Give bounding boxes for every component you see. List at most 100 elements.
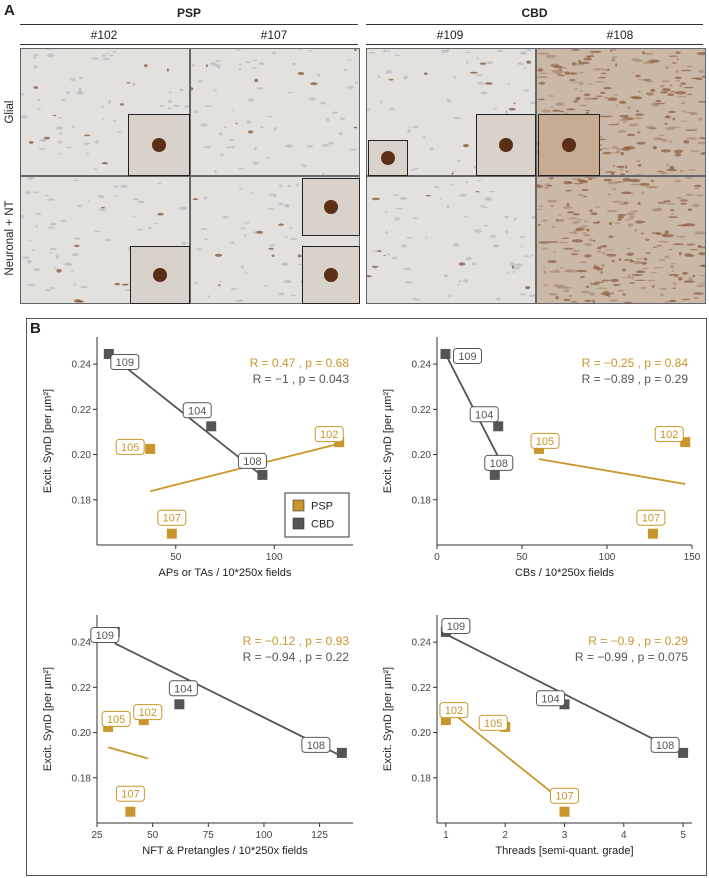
point-label-box — [441, 617, 471, 634]
point-label-psp-107: 107 — [157, 509, 187, 526]
point-label-psp-102: 102 — [439, 702, 469, 719]
point-label-psp-107: 107 — [115, 785, 145, 802]
x-tick-label: 4 — [621, 830, 627, 841]
fit-line-psp — [107, 746, 149, 760]
micrograph-inset — [538, 114, 600, 176]
group-underline-cbd — [366, 24, 703, 25]
x-tick-label: 100 — [266, 552, 283, 563]
point-label-text: 107 — [642, 513, 660, 525]
micrograph-inset — [302, 178, 360, 236]
y-tick-label: 0.20 — [72, 728, 92, 739]
point-label-cbd-109: 109 — [110, 353, 140, 370]
fit-line-psp — [538, 458, 686, 485]
point-label-box — [110, 353, 140, 370]
point-label-cbd-109: 109 — [453, 347, 482, 364]
micrograph-neuronal-108 — [536, 176, 706, 304]
y-tick-label: 0.18 — [72, 495, 92, 506]
point-psp-102 — [440, 715, 451, 726]
micrograph-inset — [128, 114, 190, 176]
y-tick-label: 0.22 — [412, 683, 432, 694]
point-label-text: 109 — [447, 621, 465, 633]
point-label-psp-105: 105 — [530, 432, 560, 449]
stats-psp: R = −0.9 , p = 0.29 — [588, 634, 688, 648]
point-label-text: 108 — [490, 458, 508, 470]
point-label-box — [90, 626, 120, 643]
x-tick-label: 150 — [684, 552, 701, 563]
point-label-psp-102: 102 — [654, 426, 684, 443]
point-label-box — [478, 714, 508, 731]
micrograph-glial-107 — [190, 48, 360, 176]
point-label-cbd-108: 108 — [237, 452, 267, 469]
point-cbd-108 — [257, 469, 268, 480]
point-label-box — [301, 736, 331, 753]
point-label-box — [314, 426, 344, 443]
case-label-109: #109 — [436, 28, 464, 42]
x-tick-label: 1 — [443, 830, 449, 841]
x-tick-label: 3 — [562, 830, 568, 841]
stained-cell-marker — [562, 138, 576, 152]
point-label-psp-107: 107 — [636, 509, 666, 526]
x-axis-label: Threads [semi-quant. grade] — [495, 845, 633, 857]
point-label-box — [469, 406, 499, 423]
point-label-text: 108 — [243, 456, 261, 468]
point-label-text: 102 — [445, 705, 463, 717]
y-tick-label: 0.22 — [412, 405, 432, 416]
x-axis-label: CBs / 10*250x fields — [515, 567, 615, 579]
point-psp-102 — [680, 437, 691, 448]
micrograph-glial-108 — [536, 48, 706, 176]
point-label-box — [439, 702, 469, 719]
point-label-text: 102 — [320, 429, 338, 441]
point-label-cbd-104: 104 — [536, 690, 565, 707]
x-tick-label: 50 — [516, 552, 528, 563]
fit-line-psp — [445, 706, 566, 804]
point-label-text: 108 — [656, 740, 674, 752]
point-label-text: 109 — [116, 357, 134, 369]
point-label-text: 109 — [96, 630, 114, 642]
point-cbd-108 — [336, 747, 347, 758]
point-label-text: 108 — [307, 740, 325, 752]
point-psp-107 — [559, 806, 570, 817]
legend-swatch-cbd — [292, 517, 305, 530]
stats-cbd: R = −0.89 , p = 0.29 — [582, 372, 689, 386]
x-tick-label: 25 — [91, 830, 103, 841]
point-label-cbd-104: 104 — [182, 402, 212, 419]
micrograph-inset — [302, 246, 360, 304]
point-label-box — [530, 432, 560, 449]
point-label-text: 104 — [174, 683, 192, 695]
point-label-box — [115, 785, 145, 802]
y-tick-label: 0.22 — [72, 683, 92, 694]
point-cbd-108 — [678, 747, 689, 758]
point-label-box — [237, 452, 267, 469]
x-tick-label: 50 — [170, 552, 182, 563]
stained-cell-marker — [152, 138, 166, 152]
point-label-box — [650, 736, 680, 753]
scatter-chart-cbs: 0.18 0.20 0.22 0.24 0 50 100 150 CBs / 10*250x f… — [382, 337, 701, 579]
point-label-psp-105: 105 — [115, 438, 145, 455]
panel-b-frame: 0.18 0.20 0.22 0.24 50 100 APs or TAs / 10*250… — [26, 318, 707, 876]
scatter-chart-aps: 0.18 0.20 0.22 0.24 50 100 APs or TAs / 10*250… — [42, 337, 353, 579]
stats-psp: R = −0.25 , p = 0.84 — [582, 356, 689, 370]
y-tick-label: 0.18 — [72, 773, 92, 784]
point-cbd-109 — [440, 348, 451, 359]
legend-label-cbd: CBD — [311, 519, 334, 531]
point-label-box — [484, 454, 514, 471]
point-label-box — [133, 704, 163, 721]
legend-label-psp: PSP — [311, 501, 333, 513]
point-cbd-109 — [103, 348, 114, 359]
point-label-cbd-108: 108 — [484, 454, 514, 471]
y-tick-label: 0.24 — [412, 360, 432, 371]
y-tick-label: 0.18 — [412, 773, 432, 784]
point-label-box — [101, 710, 131, 727]
case-underline-psp — [20, 44, 358, 45]
point-cbd-104 — [493, 421, 504, 432]
point-label-text: 104 — [541, 693, 559, 705]
stats-cbd: R = −1 , p = 0.043 — [253, 372, 350, 386]
stained-cell-marker — [153, 268, 167, 282]
point-label-text: 104 — [188, 405, 206, 417]
point-label-text: 102 — [139, 707, 157, 719]
point-label-text: 107 — [555, 791, 573, 803]
panel-a-letter: A — [4, 2, 15, 19]
panel-b-letter: B — [30, 320, 41, 337]
point-label-box — [550, 787, 579, 804]
